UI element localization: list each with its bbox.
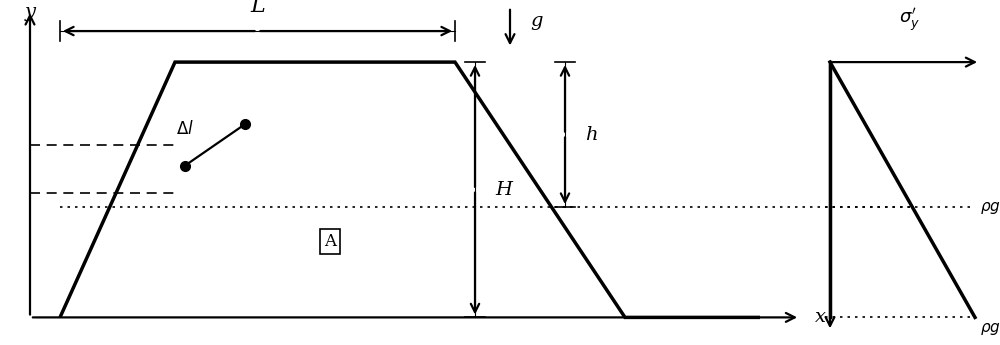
Text: $\rho gH$: $\rho gH$ [980, 318, 1000, 337]
Text: A: A [324, 233, 336, 250]
Text: $\rho gh$: $\rho gh$ [980, 197, 1000, 217]
Text: $\sigma_y'$: $\sigma_y'$ [899, 7, 921, 34]
Text: g: g [530, 12, 542, 30]
Text: x: x [815, 308, 826, 326]
Text: h: h [585, 126, 598, 144]
Text: $\Delta l$: $\Delta l$ [176, 120, 194, 138]
Text: L: L [250, 0, 265, 17]
Text: y: y [24, 3, 36, 21]
Text: H: H [495, 181, 512, 199]
